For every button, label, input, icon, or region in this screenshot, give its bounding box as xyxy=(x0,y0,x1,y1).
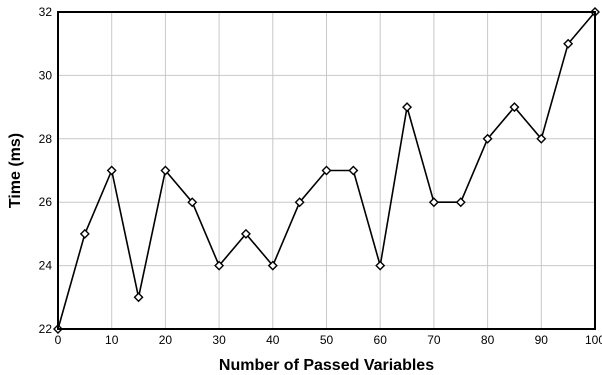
y-tick-label: 24 xyxy=(39,259,53,273)
series-group xyxy=(53,7,600,334)
y-tick-label: 26 xyxy=(39,195,53,209)
data-point-marker xyxy=(160,165,171,176)
x-tick-label: 60 xyxy=(374,333,388,347)
x-tick-label: 100 xyxy=(585,333,602,347)
x-tick-label: 80 xyxy=(481,333,495,347)
data-point-marker xyxy=(509,102,520,113)
data-point-marker xyxy=(348,165,359,176)
x-tick-label: 20 xyxy=(159,333,173,347)
y-axis-title: Time (ms) xyxy=(7,133,24,208)
data-point-marker xyxy=(455,197,466,208)
x-tick-label: 50 xyxy=(320,333,334,347)
data-point-marker xyxy=(375,260,386,271)
data-point-marker xyxy=(321,165,332,176)
data-point-marker xyxy=(214,260,225,271)
y-tick-label: 28 xyxy=(39,132,53,146)
data-point-marker xyxy=(402,102,413,113)
x-tick-label: 0 xyxy=(55,333,62,347)
x-tick-labels: 0 10 20 30 40 50 60 70 80 90 100 xyxy=(55,333,602,347)
x-tick-label: 70 xyxy=(427,333,441,347)
data-point-marker xyxy=(187,197,198,208)
x-tick-label: 90 xyxy=(535,333,549,347)
data-point-marker xyxy=(482,133,493,144)
data-point-marker xyxy=(79,228,90,239)
data-point-marker xyxy=(428,197,439,208)
x-axis-title: Number of Passed Variables xyxy=(219,357,434,374)
x-tick-label: 40 xyxy=(266,333,280,347)
data-point-marker xyxy=(563,38,574,49)
y-tick-label: 22 xyxy=(39,322,53,336)
x-tick-label: 30 xyxy=(212,333,226,347)
data-point-marker xyxy=(106,165,117,176)
y-tick-label: 30 xyxy=(39,68,53,82)
x-tick-label: 10 xyxy=(105,333,119,347)
data-point-marker xyxy=(294,197,305,208)
y-tick-labels: 22 24 26 28 30 32 xyxy=(39,5,53,336)
data-point-marker xyxy=(133,292,144,303)
data-point-marker xyxy=(240,228,251,239)
data-point-marker xyxy=(536,133,547,144)
plot-frame xyxy=(57,11,596,330)
data-point-marker xyxy=(267,260,278,271)
y-tick-label: 32 xyxy=(39,5,53,19)
